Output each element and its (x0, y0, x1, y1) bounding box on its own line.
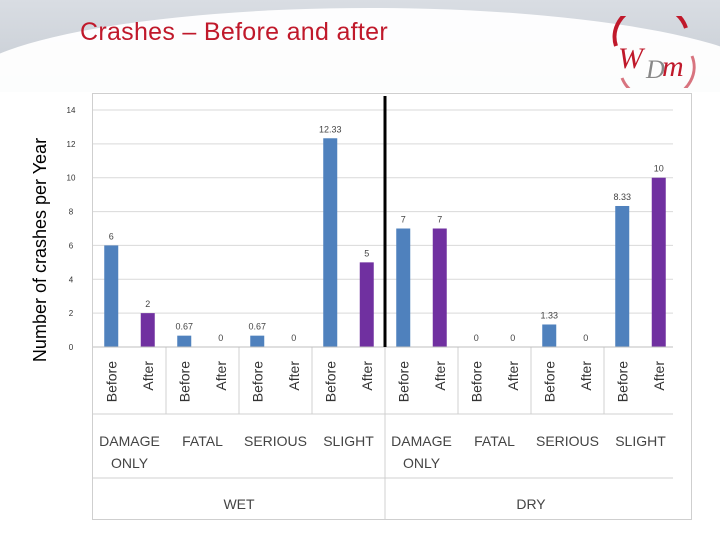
chart-panel: 0 2 4 6 8 10 12 14 6 Before 2 After DAMAGE ONLY 0.67 Be… (67, 93, 692, 520)
y-tick-label: 10 (67, 174, 76, 183)
slide-header: Crashes – Before and after W D m (0, 0, 720, 92)
data-label: 2 (145, 299, 150, 309)
data-label: 10 (654, 164, 664, 174)
data-label: 0 (510, 333, 515, 343)
bar (104, 245, 119, 347)
bar-axis-label: After (505, 361, 521, 391)
y-tick-label: 12 (67, 140, 76, 149)
bar (250, 335, 265, 347)
bar-axis-label: After (140, 361, 156, 391)
data-label: 8.33 (613, 192, 631, 202)
category-label: FATAL (474, 433, 515, 449)
y-tick-label: 6 (69, 241, 74, 250)
category-label: SLIGHT (323, 433, 374, 449)
y-axis-title-wrap: Number of crashes per Year (30, 138, 50, 362)
data-label: 0 (218, 333, 223, 343)
data-label: 0 (291, 333, 296, 343)
bar-axis-label: Before (103, 361, 119, 402)
bar-axis-label: Before (541, 361, 557, 402)
bar (542, 324, 557, 347)
data-label: 0 (583, 333, 588, 343)
bar-axis-label: After (286, 361, 302, 391)
svg-text:D: D (645, 55, 665, 84)
category-label: SERIOUS (244, 433, 307, 449)
y-tick-label: 14 (67, 106, 76, 115)
bar-axis-label: Before (322, 361, 338, 402)
category-label: SLIGHT (615, 433, 666, 449)
category-label: ONLY (111, 455, 149, 471)
category-label: SERIOUS (536, 433, 599, 449)
data-label: 0.67 (175, 322, 193, 332)
bar (177, 335, 192, 347)
data-label: 7 (437, 215, 442, 225)
data-label: 7 (401, 215, 406, 225)
svg-text:m: m (662, 50, 684, 83)
bar (323, 138, 338, 347)
group-label: DRY (516, 496, 546, 512)
category-label: FATAL (182, 433, 223, 449)
bar (140, 313, 155, 347)
y-tick-label: 4 (69, 275, 74, 284)
bar-axis-label: Before (395, 361, 411, 402)
bar-axis-label: Before (176, 361, 192, 402)
bar-axis-label: Before (468, 361, 484, 402)
category-label: DAMAGE (391, 433, 452, 449)
data-label: 0 (474, 333, 479, 343)
bar (615, 205, 630, 347)
wdm-logo-icon: W D m (612, 16, 696, 88)
bar (651, 177, 666, 347)
data-label: 6 (109, 231, 114, 241)
bar-axis-label: After (213, 361, 229, 391)
data-label: 1.33 (540, 310, 558, 320)
category-label: ONLY (403, 455, 441, 471)
bar (359, 262, 374, 347)
slide-title: Crashes – Before and after (80, 18, 388, 46)
bar-chart: 0 2 4 6 8 10 12 14 6 Before 2 After DAMAGE ONLY 0.67 Be… (67, 96, 673, 519)
bar-axis-label: After (359, 361, 375, 391)
bar-axis-label: Before (249, 361, 265, 402)
group-label: WET (223, 496, 255, 512)
svg-text:W: W (618, 42, 646, 75)
data-label: 5 (364, 248, 369, 258)
y-tick-label: 8 (69, 208, 74, 217)
bar-axis-label: After (651, 361, 667, 391)
y-tick-label: 0 (69, 343, 74, 352)
category-label: DAMAGE (99, 433, 160, 449)
bar-axis-label: Before (614, 361, 630, 402)
bar (396, 228, 411, 347)
bar (432, 228, 447, 347)
bar-axis-label: After (578, 361, 594, 391)
data-label: 12.33 (319, 124, 342, 134)
y-tick-label: 2 (69, 309, 74, 318)
y-axis-title: Number of crashes per Year (30, 138, 50, 362)
data-label: 0.67 (248, 322, 266, 332)
bar-axis-label: After (432, 361, 448, 391)
